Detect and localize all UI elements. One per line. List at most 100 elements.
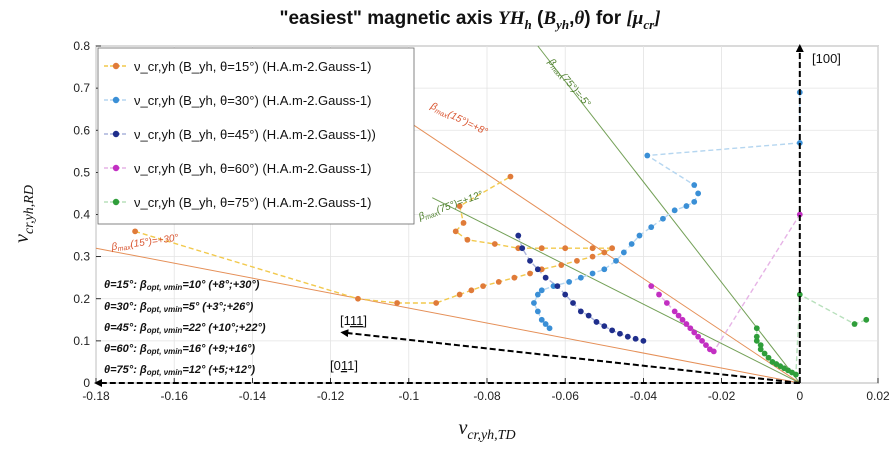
data-point-series-3 — [710, 348, 717, 355]
data-point-series-4 — [851, 321, 858, 327]
annotation-30: θ=30°: βopt, νmin=5° (+3°;+26°) — [104, 301, 254, 314]
data-point-series-1 — [796, 139, 803, 146]
y-tick-label: 0.3 — [73, 250, 90, 264]
data-point-series-4 — [796, 291, 803, 298]
data-point-series-4 — [757, 346, 764, 353]
data-point-series-1 — [613, 257, 619, 264]
data-point-series-1 — [671, 207, 678, 214]
data-point-series-3 — [675, 312, 682, 319]
data-point-series-0 — [527, 270, 533, 277]
data-point-series-1 — [534, 308, 541, 315]
data-point-series-2 — [609, 327, 616, 334]
data-point-series-3 — [796, 211, 803, 218]
data-point-series-1 — [660, 215, 666, 222]
annotation-75: θ=75°: βopt, νmin=12° (+5;+12°) — [104, 364, 255, 377]
x-tick-label: -0.16 — [161, 389, 189, 403]
legend-entry-3: ν_cr,yh (B_yh, θ=60°) (H.A.m-2.Gauss-1) — [134, 161, 371, 176]
y-tick-label: 0.5 — [73, 165, 90, 179]
chart-title: "easiest" magnetic axis YHh (Byh,θ) for … — [279, 8, 660, 32]
data-point-series-0 — [452, 228, 459, 235]
data-point-series-4 — [863, 316, 870, 323]
data-point-series-0 — [132, 228, 139, 235]
data-point-series-1 — [636, 232, 643, 239]
data-point-series-2 — [632, 335, 639, 342]
data-point-series-1 — [546, 325, 553, 332]
y-tick-label: 0.6 — [73, 123, 90, 137]
direction-arrow-1 — [340, 329, 800, 384]
data-point-series-2 — [624, 333, 631, 340]
data-point-series-1 — [683, 203, 690, 209]
data-point-series-3 — [691, 329, 698, 336]
data-point-series-2 — [593, 319, 600, 325]
data-point-series-0 — [433, 300, 440, 306]
data-point-series-4 — [761, 350, 768, 357]
data-point-series-0 — [495, 279, 502, 285]
x-tick-label: 0 — [796, 389, 803, 403]
y-tick-label: 0 — [83, 376, 90, 390]
legend-marker-3 — [112, 164, 120, 172]
data-point-series-0 — [511, 274, 518, 281]
data-point-series-1 — [531, 300, 537, 306]
data-point-series-4 — [753, 325, 760, 332]
reference-line-1 — [95, 247, 800, 384]
data-point-series-1 — [534, 291, 541, 298]
data-point-series-0 — [480, 283, 486, 290]
y-tick-label: 0.1 — [73, 334, 90, 348]
x-tick-label: -0.1 — [398, 389, 419, 403]
x-tick-label: -0.14 — [239, 389, 267, 403]
data-point-series-1 — [691, 182, 698, 188]
data-point-series-0 — [394, 300, 400, 306]
data-point-series-1 — [577, 274, 584, 281]
legend-entry-0: ν_cr,yh (B_yh, θ=15°) (H.A.m-2.Gauss-1) — [134, 59, 371, 74]
data-point-series-2 — [527, 257, 533, 264]
legend-entry-4: ν_cr,yh (B_yh, θ=75°) (H.A.m-2.Gauss-1) — [134, 195, 371, 210]
data-point-series-1 — [601, 266, 608, 273]
data-point-series-0 — [491, 241, 498, 247]
data-point-series-1 — [644, 152, 651, 159]
data-point-series-4 — [757, 342, 764, 348]
x-tick-label: -0.08 — [473, 389, 501, 403]
legend-marker-4 — [112, 198, 120, 206]
legend-entry-1: ν_cr,yh (B_yh, θ=30°) (H.A.m-2.Gauss-1) — [134, 93, 371, 108]
data-point-series-2 — [542, 274, 549, 281]
x-tick-label: 0.02 — [866, 389, 890, 403]
data-point-series-4 — [792, 371, 799, 378]
data-point-series-0 — [574, 257, 580, 264]
legend-marker-1 — [112, 96, 120, 104]
data-point-series-4 — [753, 333, 760, 340]
data-point-series-3 — [671, 308, 678, 315]
annotation-15: θ=15°: βopt, νmin=10° (+8°;+30°) — [104, 279, 260, 292]
data-point-series-3 — [695, 333, 702, 340]
data-point-series-3 — [703, 342, 709, 348]
x-tick-label: -0.18 — [82, 389, 110, 403]
x-axis-label: νcr,yh,TD — [458, 417, 515, 443]
data-point-series-1 — [589, 270, 596, 277]
annotations: θ=15°: βopt, νmin=10° (+8°;+30°) θ=30°: … — [104, 279, 266, 377]
x-tick-label: -0.02 — [708, 389, 736, 403]
reference-line-3 — [432, 197, 801, 384]
data-point-series-0 — [460, 220, 467, 226]
data-point-series-1 — [538, 316, 545, 323]
data-point-series-3 — [683, 321, 690, 327]
data-point-series-0 — [468, 287, 475, 294]
data-point-series-0 — [601, 249, 608, 256]
data-point-series-4 — [753, 337, 760, 344]
data-point-series-1 — [542, 321, 549, 327]
data-point-series-2 — [515, 232, 522, 239]
data-point-series-2 — [640, 337, 647, 344]
legend: ν_cr,yh (B_yh, θ=15°) (H.A.m-2.Gauss-1) ν… — [97, 47, 415, 225]
data-point-series-0 — [456, 291, 463, 298]
data-point-series-2 — [585, 312, 592, 319]
data-point-series-3 — [679, 316, 686, 323]
data-point-series-2 — [601, 323, 608, 330]
x-tick-label: -0.06 — [552, 389, 580, 403]
direction-label-011: [011] — [330, 358, 358, 373]
data-point-series-1 — [566, 279, 573, 285]
data-point-series-2 — [534, 266, 541, 273]
data-point-series-3 — [648, 283, 655, 290]
legend-marker-0 — [112, 62, 120, 70]
direction-label-100: [100] — [812, 51, 841, 66]
y-tick-label: 0.7 — [73, 81, 90, 95]
data-point-series-2 — [554, 283, 561, 290]
